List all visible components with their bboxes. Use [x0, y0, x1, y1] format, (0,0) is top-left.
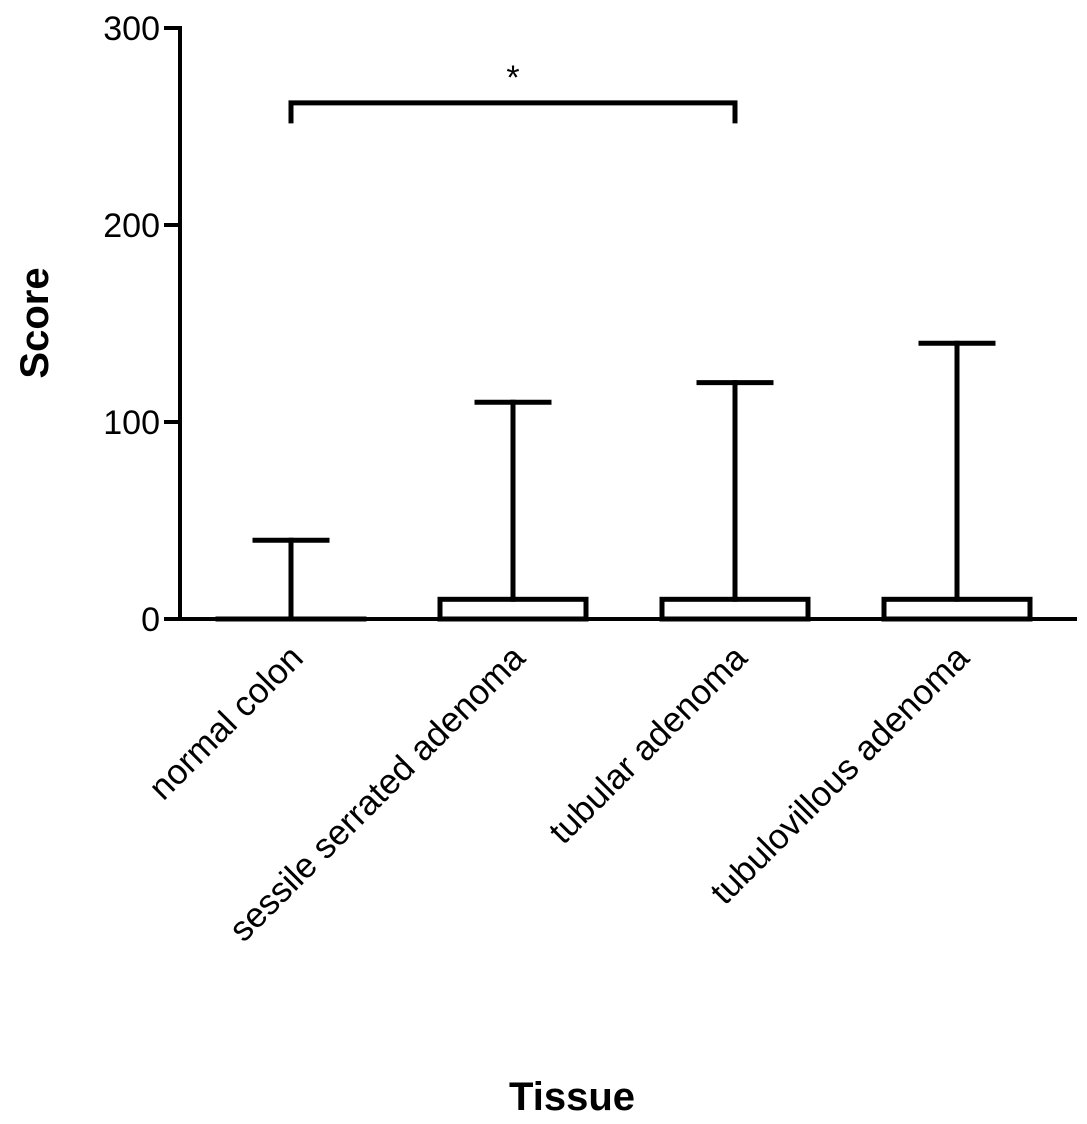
- significance-bracket: [288, 100, 738, 124]
- y-tick-label: 200: [103, 207, 160, 245]
- category-label: tubulovillous adenoma: [703, 638, 977, 912]
- y-ticks: 0 100 200 300: [103, 10, 182, 639]
- bars: [215, 596, 1033, 622]
- significance-label: *: [506, 59, 519, 97]
- bar: [881, 596, 1033, 622]
- significance-brackets: *: [288, 59, 738, 124]
- bar: [659, 596, 811, 622]
- error-bars: [252, 340, 996, 622]
- x-axis-title: Tissue: [509, 1075, 635, 1119]
- y-axis-title: Score: [13, 267, 57, 378]
- category-label: normal colon: [141, 638, 310, 807]
- bar: [437, 596, 589, 622]
- y-tick-label: 300: [103, 10, 160, 48]
- axes: [178, 26, 1077, 621]
- category-label: tubular adenoma: [541, 638, 755, 852]
- y-tick-label: 0: [141, 601, 160, 639]
- y-tick-label: 100: [103, 404, 160, 442]
